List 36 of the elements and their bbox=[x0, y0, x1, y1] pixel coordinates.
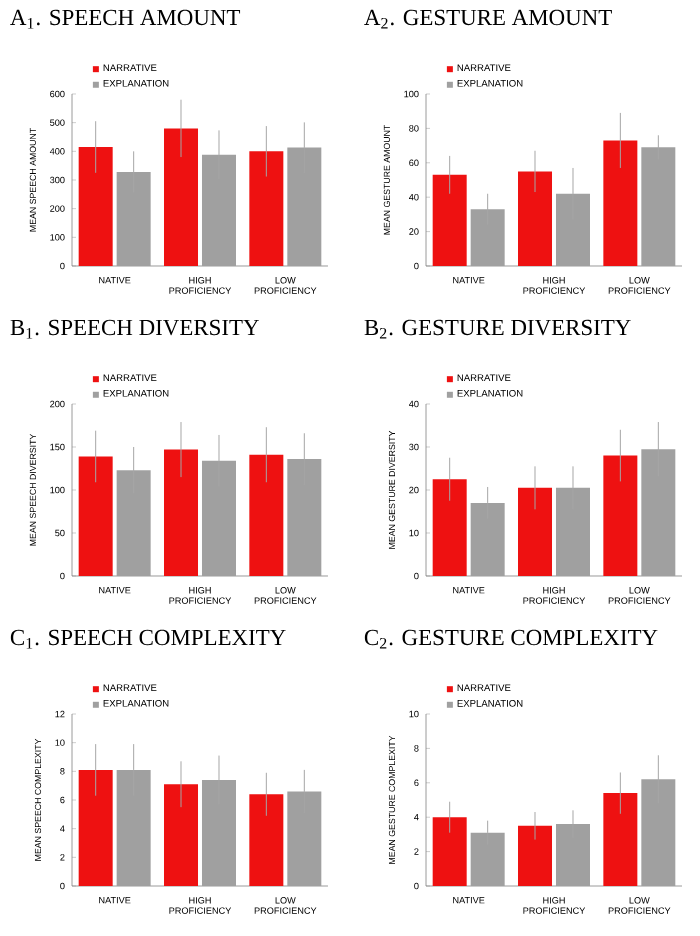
bar bbox=[432, 817, 467, 886]
bar bbox=[518, 487, 553, 576]
bar bbox=[201, 154, 236, 266]
bar bbox=[164, 449, 199, 576]
bar bbox=[249, 151, 284, 266]
chart-title: B$_{1}$. SPEECH DIVERSITY bbox=[10, 319, 259, 339]
chart-title: A$_{1}$. SPEECH AMOUNT bbox=[10, 9, 241, 29]
bar bbox=[287, 147, 322, 266]
bar bbox=[287, 459, 322, 576]
bar bbox=[116, 171, 151, 266]
bar bbox=[641, 779, 676, 886]
bar bbox=[641, 449, 676, 576]
bar bbox=[555, 487, 590, 576]
bar bbox=[164, 128, 199, 266]
bar bbox=[78, 147, 113, 266]
bar bbox=[432, 174, 467, 266]
bar bbox=[432, 479, 467, 576]
bar bbox=[555, 193, 590, 266]
bar bbox=[470, 209, 505, 266]
bar bbox=[603, 140, 638, 266]
bar bbox=[249, 454, 284, 576]
bar bbox=[201, 460, 236, 576]
bar bbox=[470, 832, 505, 886]
bar bbox=[603, 455, 638, 576]
bar bbox=[116, 470, 151, 576]
bar bbox=[555, 824, 590, 886]
bar bbox=[603, 793, 638, 886]
chart-title: B$_{2}$. GESTURE DIVERSITY bbox=[364, 319, 631, 339]
chart-title: C$_{2}$. GESTURE COMPLEXITY bbox=[364, 629, 658, 649]
chart-title: A$_{2}$. GESTURE AMOUNT bbox=[364, 9, 612, 29]
bar bbox=[78, 456, 113, 576]
bar bbox=[518, 825, 553, 886]
chart-title: C$_{1}$. SPEECH COMPLEXITY bbox=[10, 629, 286, 649]
bar bbox=[518, 171, 553, 266]
bar bbox=[470, 502, 505, 576]
bar bbox=[641, 147, 676, 266]
